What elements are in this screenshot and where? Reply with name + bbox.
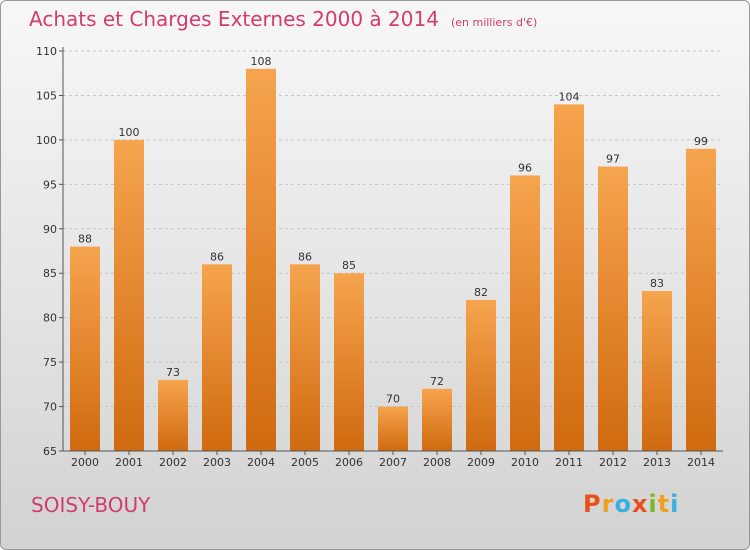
y-tick-label: 65 bbox=[43, 445, 57, 458]
x-tick-label-2006: 2006 bbox=[335, 456, 363, 469]
bar-2000 bbox=[70, 246, 100, 451]
axes: 65 70 75 80 85 90 95 100 105 110 2000 2001 2002 2003 2… bbox=[36, 45, 723, 469]
value-label-2005: 86 bbox=[298, 250, 312, 263]
bar-2005 bbox=[290, 264, 320, 451]
logo-letter: x bbox=[631, 490, 649, 518]
bar-2006 bbox=[334, 273, 364, 451]
bar-2012 bbox=[598, 166, 628, 452]
x-tick-label-2007: 2007 bbox=[379, 456, 407, 469]
logo-letter: r bbox=[601, 490, 615, 518]
x-tick-label-2011: 2011 bbox=[555, 456, 583, 469]
commune-name: SOISY-BOUY bbox=[31, 493, 151, 517]
bar-2004 bbox=[246, 68, 276, 452]
logo-letter: t bbox=[657, 490, 671, 518]
y-tick-label: 100 bbox=[36, 134, 57, 147]
x-tick-label-2010: 2010 bbox=[511, 456, 539, 469]
x-tick-label-2009: 2009 bbox=[467, 456, 495, 469]
value-label-2011: 104 bbox=[559, 90, 580, 103]
bar-2010 bbox=[510, 175, 540, 451]
x-tick-label-2008: 2008 bbox=[423, 456, 451, 469]
value-label-2003: 86 bbox=[210, 250, 224, 263]
y-tick-label: 110 bbox=[36, 45, 57, 58]
value-label-2004: 108 bbox=[251, 55, 272, 68]
y-tick-label: 105 bbox=[36, 89, 57, 102]
value-label-2007: 70 bbox=[386, 393, 400, 406]
bar-2002 bbox=[158, 379, 188, 451]
bars: 88 100 73 86 108 86 85 70 72 82 96 104 97 83 99 bbox=[70, 55, 716, 452]
chart-title-text: Achats et Charges Externes 2000 à 2014 bbox=[29, 7, 439, 31]
value-label-2006: 85 bbox=[342, 259, 356, 272]
proxiti-logo: Proxiti bbox=[583, 490, 679, 518]
x-tick-label-2004: 2004 bbox=[247, 456, 275, 469]
bar-2007 bbox=[378, 406, 408, 451]
x-tick-label-2000: 2000 bbox=[71, 456, 99, 469]
value-label-2012: 97 bbox=[606, 153, 620, 166]
y-tick-label: 80 bbox=[43, 312, 57, 325]
value-label-2009: 82 bbox=[474, 286, 488, 299]
bar-2003 bbox=[202, 264, 232, 451]
bar-2013 bbox=[642, 291, 672, 451]
value-label-2000: 88 bbox=[78, 233, 92, 246]
y-tick-label: 90 bbox=[43, 223, 57, 236]
x-tick-label-2002: 2002 bbox=[159, 456, 187, 469]
y-tick-label: 70 bbox=[43, 401, 57, 414]
chart-title: Achats et Charges Externes 2000 à 2014 (e… bbox=[29, 7, 537, 31]
logo-letter: o bbox=[614, 490, 632, 518]
bar-2008 bbox=[422, 388, 452, 451]
y-tick-label: 75 bbox=[43, 356, 57, 369]
logo-letter: i bbox=[648, 490, 658, 518]
bar-2009 bbox=[466, 299, 496, 451]
value-label-2001: 100 bbox=[119, 126, 140, 139]
bar-2011 bbox=[554, 104, 584, 451]
value-label-2014: 99 bbox=[694, 135, 708, 148]
x-tick-label-2014: 2014 bbox=[687, 456, 715, 469]
value-label-2013: 83 bbox=[650, 277, 664, 290]
y-tick-label: 85 bbox=[43, 267, 57, 280]
bar-2014 bbox=[686, 148, 716, 451]
value-label-2010: 96 bbox=[518, 161, 532, 174]
x-tick-label-2012: 2012 bbox=[599, 456, 627, 469]
x-tick-label-2003: 2003 bbox=[203, 456, 231, 469]
value-label-2002: 73 bbox=[166, 366, 180, 379]
x-tick-label-2005: 2005 bbox=[291, 456, 319, 469]
logo-letter: i bbox=[670, 490, 680, 518]
logo-letter: P bbox=[583, 490, 602, 518]
y-tick-label: 95 bbox=[43, 178, 57, 191]
bar-2001 bbox=[114, 139, 144, 451]
x-tick-label-2013: 2013 bbox=[643, 456, 671, 469]
chart-unit: (en milliers d'€) bbox=[450, 16, 538, 29]
x-tick-label-2001: 2001 bbox=[115, 456, 143, 469]
value-label-2008: 72 bbox=[430, 375, 444, 388]
